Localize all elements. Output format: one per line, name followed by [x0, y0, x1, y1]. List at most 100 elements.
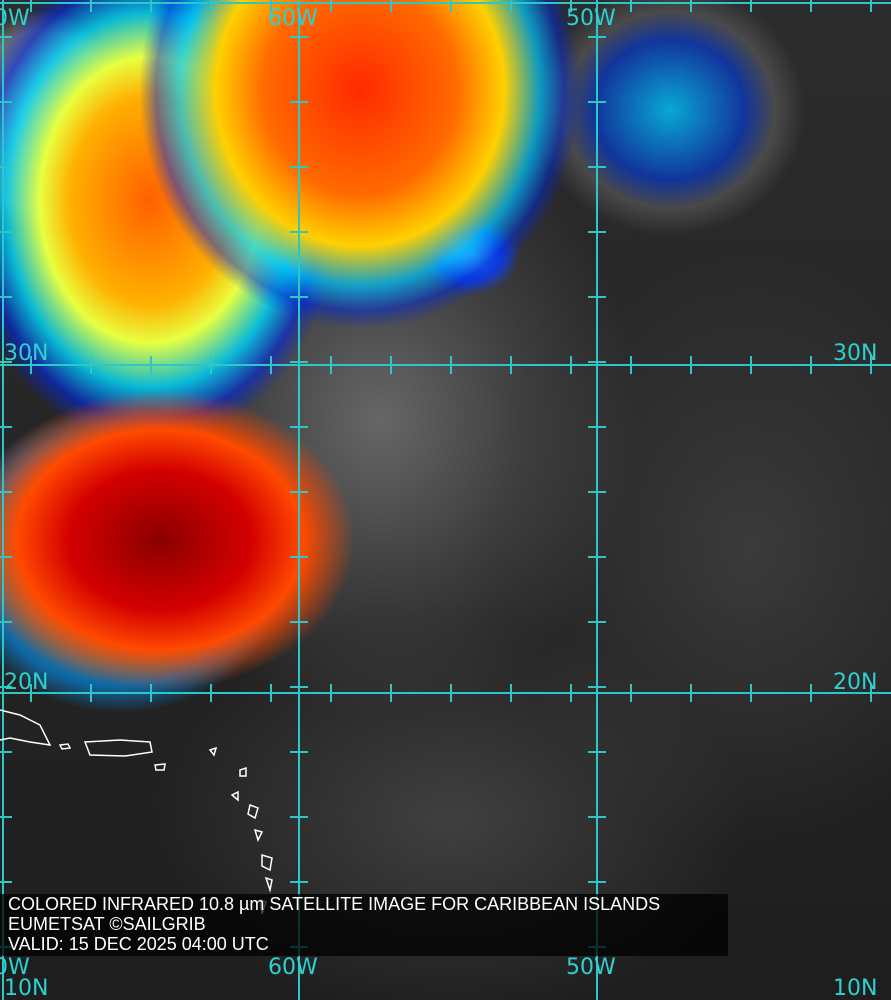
grid-tick — [750, 356, 752, 374]
grid-tick — [0, 36, 12, 38]
grid-tick — [290, 816, 308, 818]
grid-tick — [290, 881, 308, 883]
grid-tick — [290, 491, 308, 493]
grid-tick — [90, 356, 92, 374]
grid-tick — [690, 684, 692, 702]
grid-tick — [630, 684, 632, 702]
grid-tick — [588, 621, 606, 623]
grid-tick — [570, 356, 572, 374]
grid-tick — [450, 356, 452, 374]
lat-label-right-20n: 20N — [833, 670, 878, 695]
grid-tick — [290, 166, 308, 168]
grid-tick — [0, 621, 12, 623]
grid-tick — [570, 0, 572, 12]
grid-tick — [270, 0, 272, 12]
grid-tick — [510, 684, 512, 702]
grid-tick — [810, 356, 812, 374]
grid-tick — [290, 556, 308, 558]
grid-tick — [210, 684, 212, 702]
grid-tick — [510, 356, 512, 374]
grid-tick — [0, 751, 12, 753]
caption-credit: EUMETSAT ©SAILGRIB — [8, 914, 206, 934]
lon-label-top-70w: 0W — [0, 6, 30, 31]
grid-tick — [0, 166, 12, 168]
grid-tick — [30, 684, 32, 702]
grid-tick — [750, 0, 752, 12]
grid-tick — [870, 0, 872, 12]
lon-label-bottom-50w: 50W — [566, 955, 616, 980]
grid-tick — [290, 686, 308, 688]
grid-tick — [450, 0, 452, 12]
lon-label-top-50w: 50W — [566, 6, 616, 31]
grid-tick — [0, 816, 12, 818]
grid-tick — [30, 356, 32, 374]
grid-tick — [290, 621, 308, 623]
grid-tick — [588, 686, 606, 688]
grid-tick — [150, 684, 152, 702]
grid-tick — [0, 296, 12, 298]
meridian-50w — [596, 0, 598, 1000]
meridian-70w — [2, 0, 4, 1000]
grid-tick — [588, 166, 606, 168]
lat-label-left-30n: 30N — [4, 341, 49, 366]
lon-label-top-60w: 60W — [268, 6, 318, 31]
grid-tick — [30, 0, 32, 12]
grid-tick — [588, 816, 606, 818]
grid-tick — [630, 356, 632, 374]
grid-tick — [0, 881, 12, 883]
grid-tick — [588, 491, 606, 493]
grid-tick — [450, 684, 452, 702]
grid-tick — [150, 356, 152, 374]
grid-tick — [290, 101, 308, 103]
lat-label-left-10n: 10N — [4, 976, 49, 1000]
grid-tick — [0, 491, 12, 493]
grid-tick — [290, 36, 308, 38]
lat-label-right-30n: 30N — [833, 341, 878, 366]
grid-tick — [390, 356, 392, 374]
grid-tick — [90, 684, 92, 702]
grid-tick — [90, 0, 92, 12]
grid-tick — [870, 356, 872, 374]
grid-tick — [690, 0, 692, 12]
grid-tick — [0, 686, 12, 688]
grid-tick — [290, 426, 308, 428]
grid-tick — [588, 751, 606, 753]
grid-tick — [588, 231, 606, 233]
grid-tick — [588, 101, 606, 103]
grid-tick — [588, 556, 606, 558]
caption-title: COLORED INFRARED 10.8 µm SATELLITE IMAGE… — [8, 894, 661, 914]
grid-tick — [588, 36, 606, 38]
grid-tick — [210, 356, 212, 374]
grid-tick — [0, 231, 12, 233]
grid-tick — [810, 0, 812, 12]
grid-tick — [210, 0, 212, 12]
grid-tick — [270, 356, 272, 374]
grid-tick — [290, 361, 308, 363]
parallel-30n — [0, 364, 891, 366]
image-caption: COLORED INFRARED 10.8 µm SATELLITE IMAGE… — [0, 894, 728, 956]
parallel-20n — [0, 692, 891, 694]
grid-tick — [290, 751, 308, 753]
lat-label-left-20n: 20N — [4, 670, 49, 695]
grid-tick — [690, 356, 692, 374]
grid-tick — [330, 684, 332, 702]
parallel-top — [0, 2, 891, 4]
grid-tick — [588, 426, 606, 428]
grid-tick — [588, 296, 606, 298]
grid-tick — [0, 101, 12, 103]
caribbean-island-outlines — [0, 709, 273, 915]
caption-valid-time: VALID: 15 DEC 2025 04:00 UTC — [8, 934, 269, 954]
lon-label-bottom-60w: 60W — [268, 955, 318, 980]
lon-label-bottom-70w: 0W — [0, 955, 30, 980]
grid-tick — [290, 296, 308, 298]
grid-tick — [810, 684, 812, 702]
meridian-60w — [298, 0, 300, 1000]
grid-tick — [390, 684, 392, 702]
grid-tick — [330, 0, 332, 12]
grid-tick — [510, 0, 512, 12]
grid-tick — [570, 684, 572, 702]
grid-tick — [330, 356, 332, 374]
grid-tick — [290, 231, 308, 233]
grid-tick — [150, 0, 152, 12]
